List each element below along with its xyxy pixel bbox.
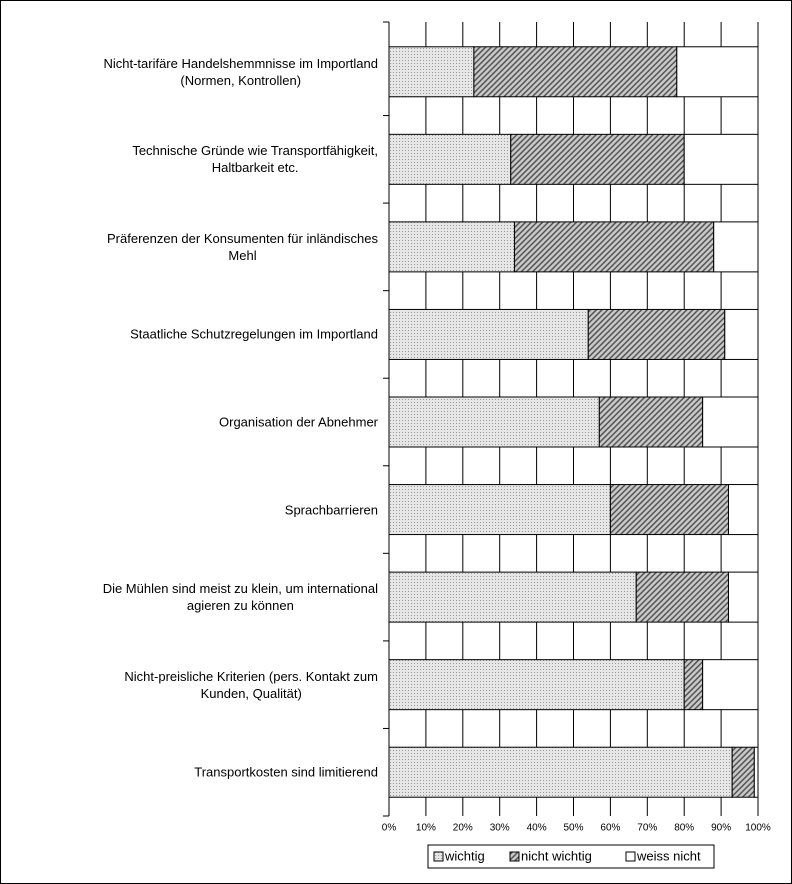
bar-segment [388,396,600,448]
y-tick-label: Präferenzen der Konsumenten für inländis… [107,230,378,263]
bar-segment [724,308,759,360]
x-tick-label: 80% [674,823,694,834]
bar-segment [702,396,759,448]
bar-segment [388,133,512,185]
x-tick-label: 50% [563,823,583,834]
x-tick-label: 60% [600,823,620,834]
bar-segment [598,396,704,448]
legend-swatch [625,851,636,862]
bar-segment [713,221,759,273]
bar-segment [676,46,759,98]
legend-label: weiss nicht [636,848,701,863]
bar-segment [388,746,733,798]
x-tick-label: 90% [711,823,731,834]
legend-label: nicht wichtig [521,848,592,863]
y-tick-label: Technische Gründe wie Transportfähigkeit… [132,143,378,176]
bar-segment [388,484,611,536]
bar-segment [388,659,685,711]
legend-swatch [509,851,520,862]
bar-segment [702,659,759,711]
x-tick-label: 70% [637,823,657,834]
bar-segment [388,308,589,360]
x-tick-label: 10% [416,823,436,834]
bar-segment [388,46,475,98]
bar-segment [727,571,759,623]
x-tick-label: 20% [453,823,473,834]
x-tick-label: 30% [490,823,510,834]
x-tick-label: 40% [527,823,547,834]
bar-segment [683,659,704,711]
x-tick-label: 100% [745,823,771,834]
y-tick-label: Nicht-preisliche Kriterien (pers. Kontak… [124,668,378,701]
bar-segment [683,133,759,185]
bar-segment [731,746,755,798]
x-tick-label: 0% [382,823,397,834]
bar-segment [635,571,729,623]
bar-segment [587,308,726,360]
bar-segment [609,484,729,536]
y-tick-label: Staatliche Schutzregelungen im Importlan… [130,326,378,342]
bar-segment [513,221,715,273]
y-tick-label: Organisation der Abnehmer [219,414,378,430]
legend-box [427,844,715,869]
bar-segment [753,746,759,798]
y-tick-label: Nicht-tarifäre Handelshemmnisse im Impor… [103,55,378,88]
y-tick-label: Sprachbarrieren [284,502,378,518]
y-tick-label: Die Mühlen sind meist zu klein, um inter… [102,581,378,614]
bar-segment [388,571,637,623]
legend-label: wichtig [444,848,485,863]
legend-swatch [433,851,444,862]
bar-segment [473,46,678,98]
bar-segment [510,133,685,185]
bar-segment [727,484,759,536]
bar-segment [388,221,515,273]
y-tick-label: Transportkosten sind limitierend [194,764,378,780]
